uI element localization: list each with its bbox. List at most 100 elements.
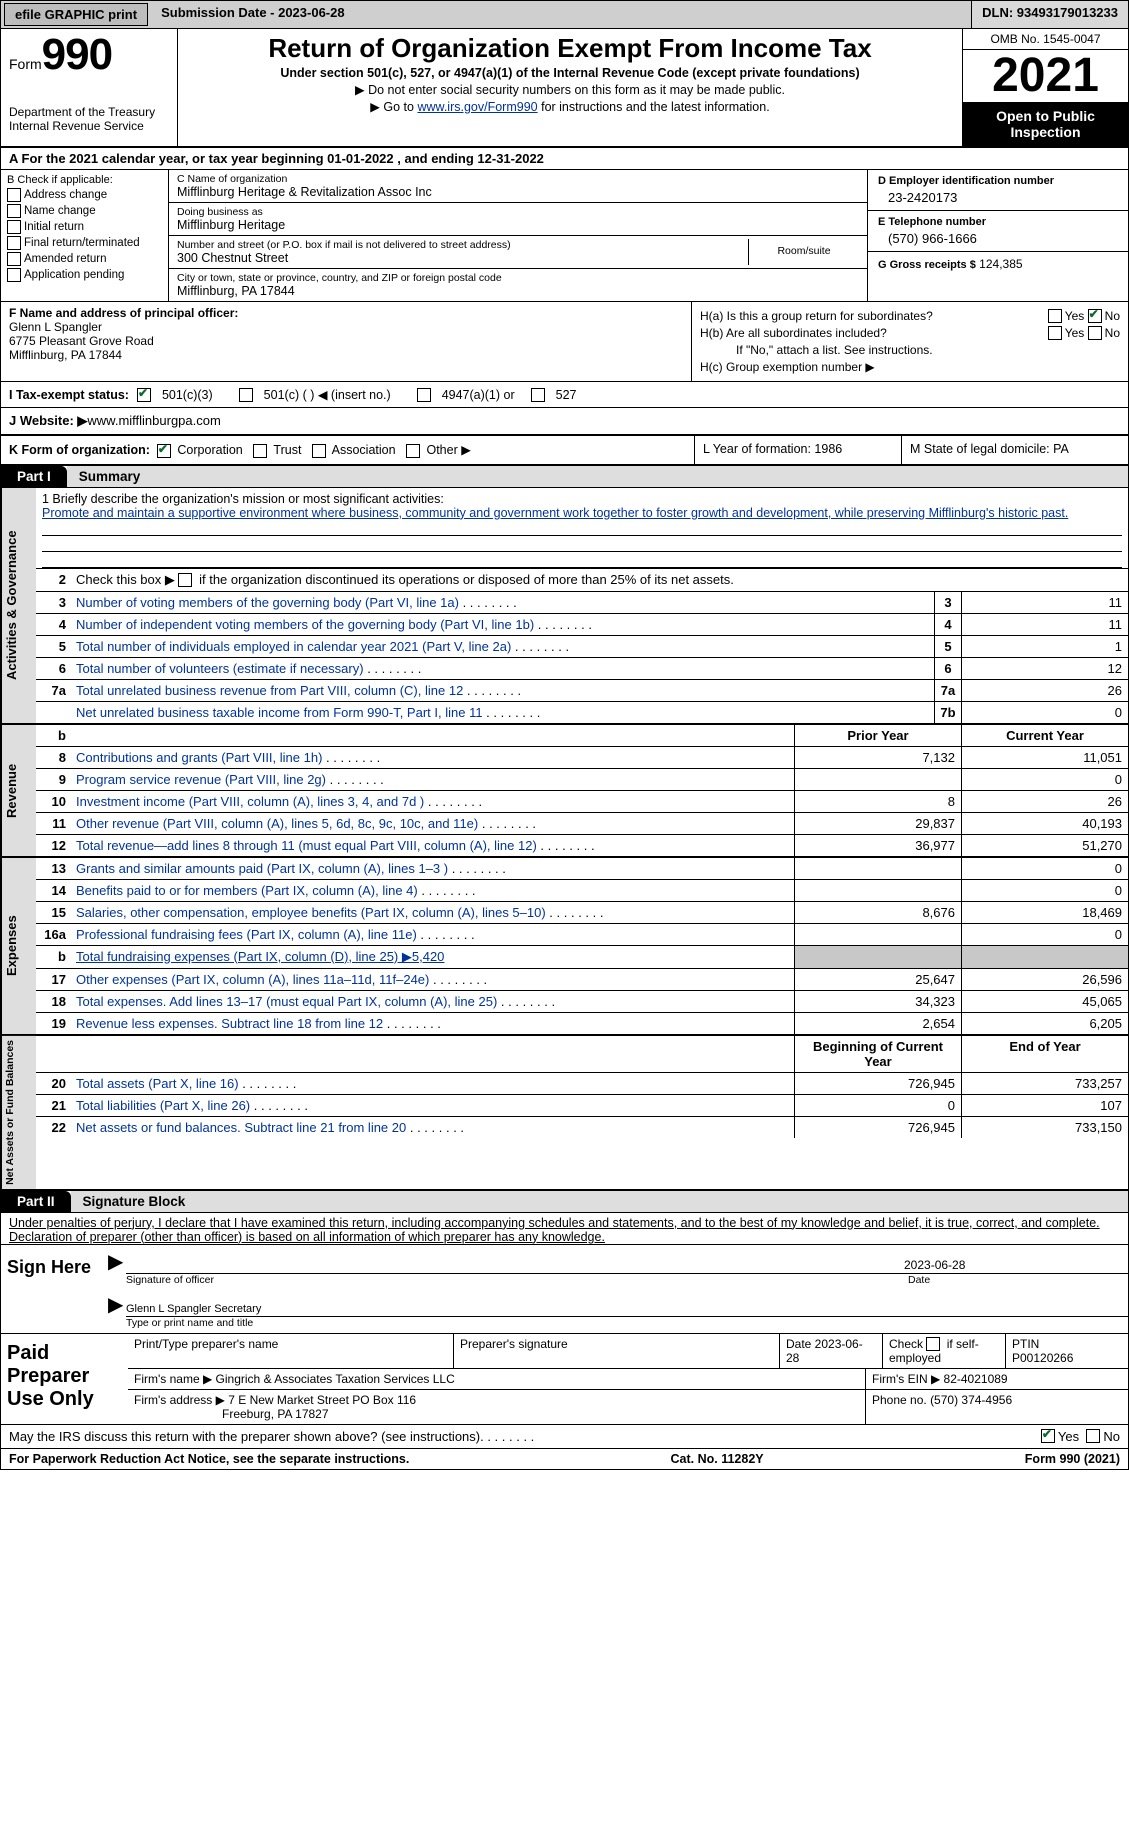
chk-final-return[interactable]: Final return/terminated [7, 236, 162, 250]
net-line-22: 22 Net assets or fund balances. Subtract… [36, 1116, 1128, 1138]
gov-line-3: 3 Number of voting members of the govern… [36, 591, 1128, 613]
gross-label: G Gross receipts $ [878, 259, 976, 271]
opt-501c3: 501(c)(3) [162, 388, 213, 402]
chk-501c[interactable] [239, 388, 253, 402]
chk-amended[interactable]: Amended return [7, 252, 162, 266]
chk-address-change[interactable]: Address change [7, 188, 162, 202]
vlabel-expenses: Expenses [1, 858, 36, 1034]
ha-no-box[interactable] [1088, 309, 1102, 323]
hb-no-box[interactable] [1088, 326, 1102, 340]
prep-row-2: Firm's name ▶ Gingrich & Associates Taxa… [128, 1369, 1128, 1390]
firm-label: Firm's name ▶ [134, 1372, 212, 1386]
opt-4947: 4947(a)(1) or [442, 388, 515, 402]
section-expenses: Expenses 13 Grants and similar amounts p… [1, 858, 1128, 1036]
sig-line-2: ▶ Glenn L Spangler Secretary [108, 1292, 1128, 1317]
prep-row-1: Print/Type preparer's name Preparer's si… [128, 1334, 1128, 1370]
chk-4947[interactable] [417, 388, 431, 402]
hb-yes-box[interactable] [1048, 326, 1062, 340]
gov-line-6: 6 Total number of volunteers (estimate i… [36, 657, 1128, 679]
chk-discontinued[interactable] [178, 573, 192, 587]
part1-bar: Part I Summary [1, 466, 1128, 488]
officer-addr1: 6775 Pleasant Grove Road [9, 334, 683, 348]
fh-block: F Name and address of principal officer:… [1, 302, 1128, 382]
prior-year-hdr: Prior Year [794, 725, 961, 746]
dba-row: Doing business as Mifflinburg Heritage [169, 203, 867, 236]
discuss-yes-box[interactable] [1041, 1429, 1055, 1443]
col-h-group: H(a) Is this a group return for subordin… [692, 302, 1128, 381]
sig-name-value: Glenn L Spangler Secretary [126, 1303, 1128, 1317]
row-j-website: J Website: ▶ www.mifflinburgpa.com [1, 408, 1128, 436]
chk-trust[interactable] [253, 444, 267, 458]
chk-other[interactable] [406, 444, 420, 458]
chk-527[interactable] [531, 388, 545, 402]
form-word: Form [9, 56, 42, 72]
col-c-org-info: C Name of organization Mifflinburg Herit… [169, 170, 867, 301]
firm-addr1: 7 E New Market Street PO Box 116 [228, 1393, 416, 1407]
chk-initial-return[interactable]: Initial return [7, 220, 162, 234]
end-year-hdr: End of Year [961, 1036, 1128, 1072]
sig-name-label: Type or print name and title [108, 1317, 1128, 1329]
tax-year: 2021 [963, 50, 1128, 102]
ha-yes: Yes [1065, 309, 1085, 323]
i-label: I Tax-exempt status: [9, 388, 129, 402]
opt-assoc: Association [332, 443, 396, 457]
opt-corp: Corporation [177, 443, 242, 457]
ha-label: H(a) Is this a group return for subordin… [700, 309, 1048, 323]
sign-here-block: Sign Here ▶ 2023-06-28 Signature of offi… [1, 1245, 1128, 1334]
col-b-checkboxes: B Check if applicable: Address change Na… [1, 170, 169, 301]
city-value: Mifflinburg, PA 17844 [177, 284, 859, 298]
line-2: 2 Check this box ▶ if the organization d… [36, 568, 1128, 591]
prep-date: Date 2023-06-28 [779, 1334, 882, 1369]
form-990-page: efile GRAPHIC print Submission Date - 20… [0, 0, 1129, 1470]
revenue-header: b Prior Year Current Year [36, 725, 1128, 746]
vlabel-revenue: Revenue [1, 725, 36, 856]
chk-name-change[interactable]: Name change [7, 204, 162, 218]
org-name: Mifflinburg Heritage & Revitalization As… [177, 185, 859, 199]
form-note-ssn: ▶ Do not enter social security numbers o… [184, 82, 956, 97]
foot-right: Form 990 (2021) [1025, 1452, 1120, 1466]
exp-line-17: 17 Other expenses (Part IX, column (A), … [36, 968, 1128, 990]
net-line-21: 21 Total liabilities (Part X, line 26) .… [36, 1094, 1128, 1116]
firm-name: Gingrich & Associates Taxation Services … [216, 1372, 455, 1386]
discuss-no-box[interactable] [1086, 1429, 1100, 1443]
discuss-yes: Yes [1058, 1429, 1079, 1444]
hb-label: H(b) Are all subordinates included? [700, 326, 1048, 340]
chk-association[interactable] [312, 444, 326, 458]
exp-line-b: b Total fundraising expenses (Part IX, c… [36, 945, 1128, 968]
chk-corporation[interactable] [157, 444, 171, 458]
form-note-link: ▶ Go to www.irs.gov/Form990 for instruct… [184, 99, 956, 114]
prep-self-employed: Check if self-employed [882, 1334, 1005, 1369]
paid-preparer-label: Paid Preparer Use Only [1, 1334, 128, 1425]
efile-print-button[interactable]: efile GRAPHIC print [4, 3, 148, 26]
netassets-header: Beginning of Current Year End of Year [36, 1036, 1128, 1072]
prep-sig-label: Preparer's signature [453, 1334, 779, 1369]
discuss-no: No [1103, 1429, 1120, 1444]
section-revenue: Revenue b Prior Year Current Year 8 Cont… [1, 725, 1128, 858]
chk-501c3[interactable] [137, 388, 151, 402]
part1-label: Part I [1, 466, 67, 487]
officer-addr2: Mifflinburg, PA 17844 [9, 348, 683, 362]
ha-yes-box[interactable] [1048, 309, 1062, 323]
part1-name: Summary [67, 466, 153, 487]
chk-app-pending[interactable]: Application pending [7, 268, 162, 282]
begin-year-hdr: Beginning of Current Year [794, 1036, 961, 1072]
rev-line-9: 9 Program service revenue (Part VIII, li… [36, 768, 1128, 790]
f-label: F Name and address of principal officer: [9, 306, 683, 320]
opt-527: 527 [556, 388, 577, 402]
firm-phone: (570) 374-4956 [930, 1393, 1012, 1407]
ha-line: H(a) Is this a group return for subordin… [700, 309, 1120, 323]
irs-link[interactable]: www.irs.gov/Form990 [417, 100, 537, 114]
discuss-question: May the IRS discuss this return with the… [9, 1429, 480, 1444]
chk-self-employed[interactable] [926, 1337, 940, 1351]
ein-value: 23-2420173 [878, 187, 1118, 205]
foot-mid: Cat. No. 11282Y [671, 1452, 764, 1466]
ein-label: D Employer identification number [878, 175, 1118, 187]
dba-value: Mifflinburg Heritage [177, 218, 859, 232]
exp-line-16a: 16a Professional fundraising fees (Part … [36, 923, 1128, 945]
exp-line-15: 15 Salaries, other compensation, employe… [36, 901, 1128, 923]
arrow-icon: ▶ [108, 1249, 126, 1274]
hc-line: H(c) Group exemption number ▶ [700, 360, 1120, 374]
perjury-declaration: Under penalties of perjury, I declare th… [1, 1213, 1128, 1245]
vlabel-governance: Activities & Governance [1, 488, 36, 723]
hb-note: If "No," attach a list. See instructions… [700, 343, 1120, 357]
